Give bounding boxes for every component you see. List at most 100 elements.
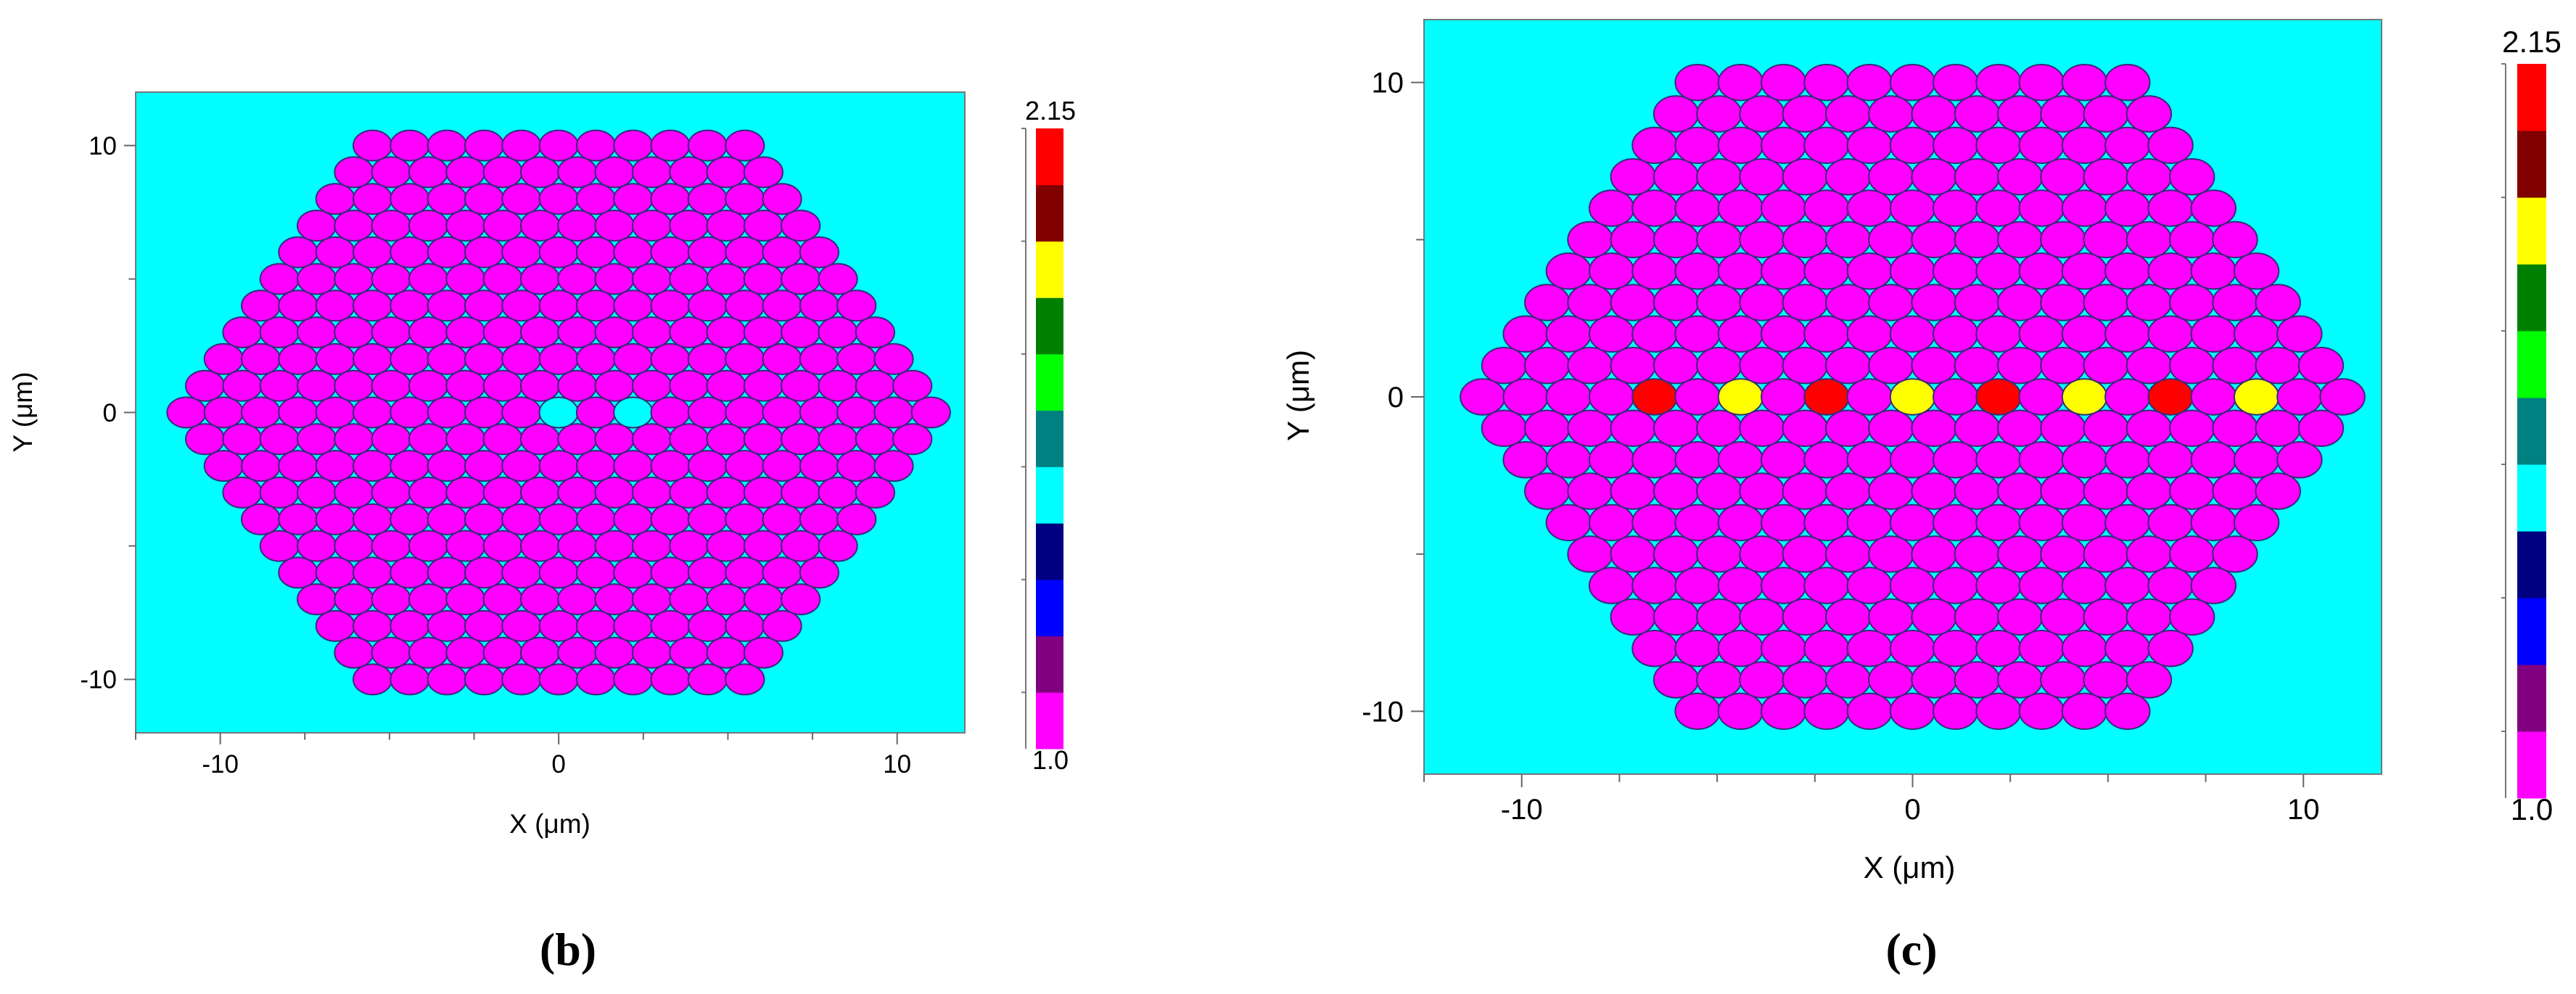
rod — [1803, 252, 1850, 290]
rod — [1911, 598, 1957, 636]
rod — [594, 476, 635, 509]
rod — [799, 236, 840, 268]
rod — [650, 342, 691, 375]
rod — [1653, 661, 1700, 699]
rod — [2104, 126, 2151, 165]
rod — [706, 156, 746, 189]
rod — [519, 530, 561, 562]
rod — [1717, 504, 1764, 541]
rod — [501, 396, 542, 429]
rod — [799, 450, 840, 482]
rod — [557, 423, 598, 456]
rod — [1524, 409, 1571, 447]
rod — [762, 450, 802, 482]
rod — [687, 183, 728, 215]
y-tick-label: 10 — [89, 132, 117, 160]
rod — [631, 530, 672, 562]
rod — [445, 530, 486, 562]
rod — [613, 503, 654, 535]
rod — [2061, 252, 2108, 290]
rod — [166, 396, 207, 429]
colorbar-segment — [2517, 731, 2546, 799]
rod — [185, 369, 226, 402]
rod — [1996, 158, 2044, 196]
rod — [259, 263, 300, 295]
rod — [1782, 409, 1829, 447]
y-tick-label: -10 — [1362, 696, 1404, 728]
rod — [1911, 409, 1957, 447]
rod — [2147, 252, 2194, 290]
rod — [1460, 378, 1506, 416]
rod — [650, 609, 691, 642]
rod — [1674, 126, 1721, 165]
colorbar-segment — [2517, 464, 2546, 532]
rod — [687, 342, 728, 375]
rod — [371, 476, 411, 509]
rod — [1975, 692, 2022, 730]
colorbar-segment — [1036, 241, 1063, 298]
panel-b-rods — [166, 129, 951, 696]
rod — [650, 183, 691, 215]
rod — [2233, 315, 2280, 353]
rod — [1610, 221, 1656, 258]
rod — [1717, 252, 1764, 290]
rod — [519, 476, 561, 509]
rod — [725, 609, 765, 642]
rod — [1911, 221, 1957, 258]
rod — [836, 503, 877, 535]
rod — [241, 342, 281, 375]
rod — [762, 503, 802, 535]
rod — [1502, 315, 1549, 353]
rod — [818, 369, 858, 402]
rod — [2018, 189, 2065, 227]
rod — [371, 369, 411, 402]
rod — [613, 556, 654, 589]
rod — [390, 450, 430, 482]
rod — [799, 556, 840, 589]
rod — [762, 236, 802, 268]
rod — [203, 396, 244, 429]
rod — [278, 236, 318, 268]
rod — [1545, 441, 1592, 479]
rod — [2233, 252, 2280, 290]
rod — [1696, 535, 1742, 573]
rod — [1631, 126, 1678, 165]
rod — [2255, 409, 2301, 447]
rod — [1717, 189, 1764, 227]
rod — [1868, 535, 1914, 573]
rod — [352, 663, 393, 696]
rod — [2190, 567, 2237, 604]
rod — [1545, 504, 1592, 541]
rod — [594, 636, 635, 669]
rod — [1717, 630, 1764, 668]
rod — [725, 289, 765, 322]
rod — [222, 476, 263, 509]
rod — [390, 236, 430, 268]
rod — [427, 236, 467, 268]
rod — [278, 342, 318, 375]
rod — [1996, 661, 2044, 699]
rod — [1588, 567, 1635, 604]
rod — [519, 636, 561, 669]
rod — [222, 316, 263, 349]
rod — [501, 556, 542, 589]
rod — [464, 556, 505, 589]
colorbar-segment — [1036, 692, 1063, 749]
rod — [1803, 64, 1850, 102]
rod — [1933, 252, 1979, 290]
rod — [631, 423, 672, 456]
rod — [799, 342, 840, 375]
rod — [2255, 347, 2301, 385]
rod — [669, 210, 709, 242]
rod — [2169, 158, 2215, 196]
rod — [1610, 535, 1656, 573]
rod — [501, 183, 542, 215]
rod — [2018, 315, 2065, 353]
rod — [222, 423, 263, 456]
rod — [445, 476, 486, 509]
rod — [1824, 598, 1872, 636]
defect-rod — [2061, 378, 2108, 416]
rod — [1975, 504, 2022, 541]
rod — [1653, 158, 1700, 196]
rod — [352, 556, 393, 589]
